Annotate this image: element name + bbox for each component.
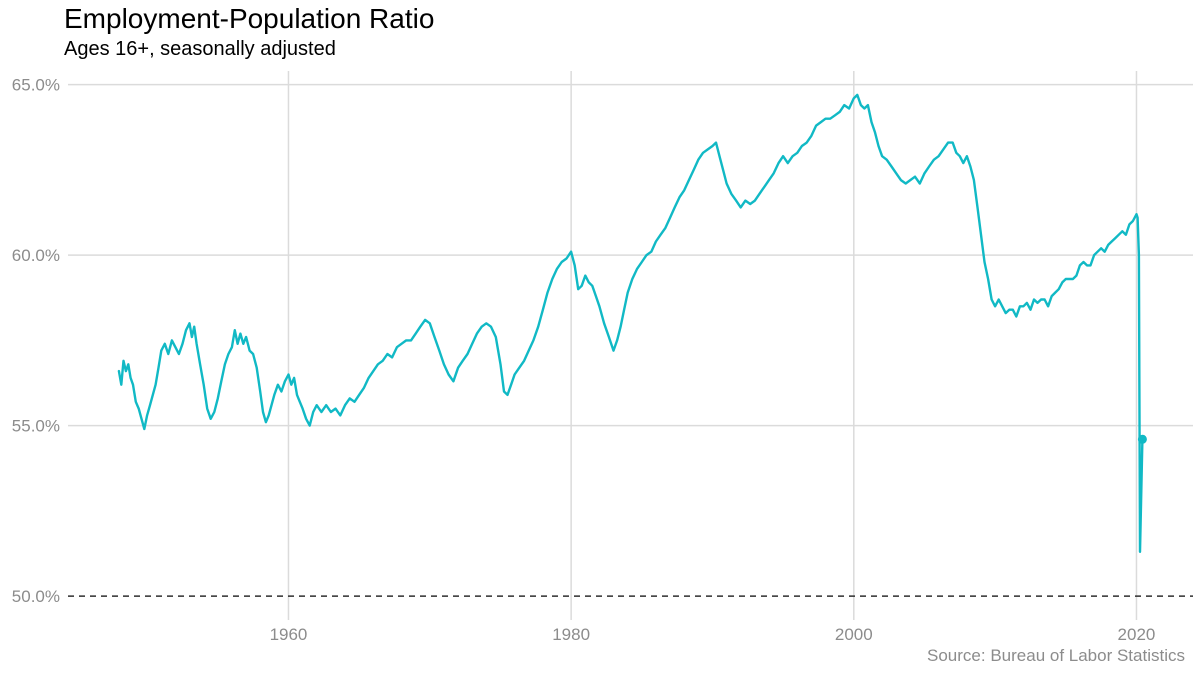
- x-tick-label: 1960: [270, 625, 308, 644]
- x-tick-label: 1980: [552, 625, 590, 644]
- x-tick-label: 2000: [835, 625, 873, 644]
- title-block: Employment-Population Ratio Ages 16+, se…: [64, 3, 434, 61]
- epop-line: [117, 93, 1144, 553]
- chart-title: Employment-Population Ratio: [64, 3, 435, 34]
- y-tick-label: 50.0%: [12, 587, 60, 606]
- y-tick-label: 60.0%: [12, 246, 60, 265]
- y-tick-label: 55.0%: [12, 417, 60, 436]
- chart-subtitle: Ages 16+, seasonally adjusted: [64, 38, 336, 60]
- end-point-marker: [1137, 434, 1147, 444]
- x-tick-label: 2020: [1118, 625, 1156, 644]
- y-tick-label: 65.0%: [12, 76, 60, 95]
- source-credit: Source: Bureau of Labor Statistics: [927, 646, 1185, 665]
